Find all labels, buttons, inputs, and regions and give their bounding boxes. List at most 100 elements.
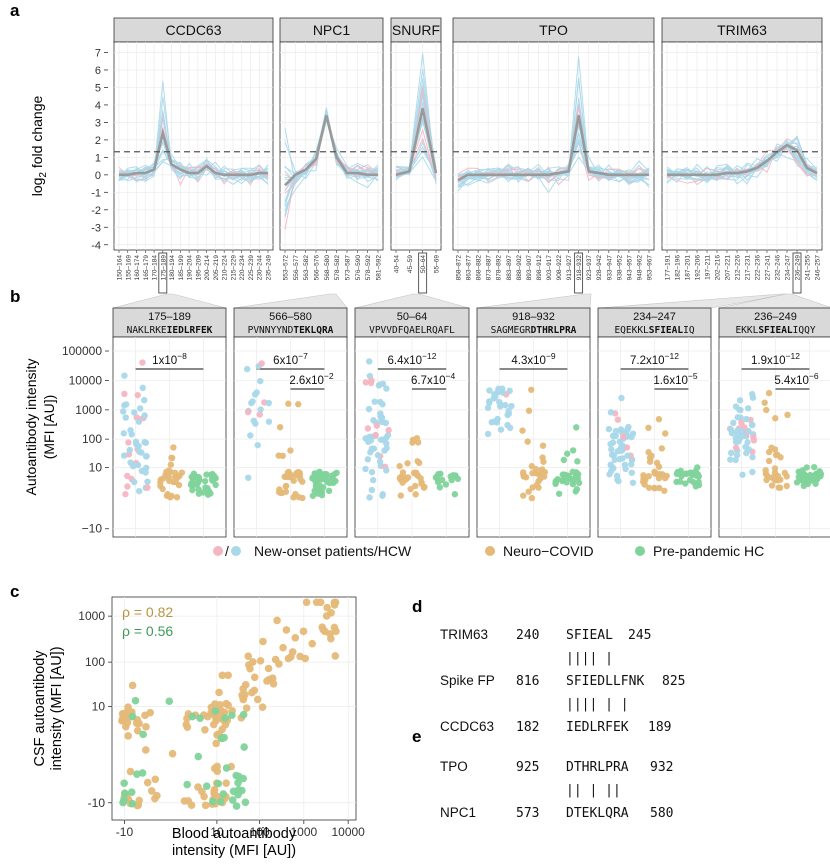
facet-sequence: PVNNYYNDTEKLQRA [248,325,334,336]
data-point [142,469,149,476]
data-point [216,797,225,806]
data-point [800,482,808,490]
data-point [120,796,128,804]
xtick-label: 155–169 [125,255,132,281]
data-point [326,479,333,487]
xtick-label: 858–872 [456,255,463,281]
xtick-label: 165–179 [143,255,150,281]
data-point [316,482,324,489]
data-point [309,492,317,499]
data-point [608,446,615,453]
facet-sequence: EQEKKLSFIEALIQ [614,325,694,336]
data-point [379,492,386,499]
data-point [122,490,129,498]
sequence: SFIEDLLFNK [566,674,644,689]
xtick-label: 863–877 [466,255,473,281]
data-point [144,484,151,491]
seq-bold: IEDLRFEK [167,325,213,336]
data-point [222,699,230,708]
data-point [765,389,773,397]
data-point [165,467,173,474]
data-point [265,418,273,425]
data-point [781,469,789,477]
data-point [784,411,791,419]
panel-a-ytick: 3 [95,117,101,129]
data-point [120,452,128,459]
p-mantissa: 1.9x10 [751,355,786,367]
data-point [750,434,757,441]
p-value: 5.4x10−6 [774,371,818,387]
facet-range: 236–249 [754,311,797,323]
xtick-label: 898–912 [536,255,543,281]
xtick-label: 953–967 [647,255,654,281]
data-point [607,461,614,468]
data-point [178,469,186,476]
data-point [765,457,773,465]
p-mantissa: 6x10 [273,355,298,367]
data-point [745,446,753,453]
data-point [732,456,739,464]
data-point [559,476,567,484]
data-point [331,652,340,660]
data-point [135,796,143,805]
data-point [727,456,734,463]
facet-sequence: SAGMEGRDTHRLPRA [491,325,577,336]
panel-b-ytick: 10 [89,460,103,474]
zoom-connector [354,293,470,309]
facet-sequence: VPVVDFQAELRQAFL [369,325,455,336]
data-point [124,703,132,712]
legend: / New-onset patients/HCW Neuro−COVID Pre-pa… [213,543,764,559]
data-point [168,492,175,500]
data-point [212,739,220,748]
facet-range: 50–64 [397,311,428,323]
data-point [734,427,741,434]
data-point [379,418,386,426]
data-point [239,710,248,719]
data-point [535,478,542,485]
data-point [552,479,559,486]
data-point [529,484,536,491]
panel-a-ytick: -4 [91,240,101,252]
data-point [297,476,304,483]
xtick-label: 10000 [331,825,365,839]
data-point [374,452,382,459]
data-point [569,477,577,485]
data-point [647,454,654,462]
zoom-connector [233,293,348,309]
facet-strip [452,17,655,43]
data-point [727,449,735,457]
data-point [528,494,536,502]
data-point [251,391,259,398]
data-point [765,448,773,456]
alignment-bars: |||| | [566,651,613,666]
xtick-label: 893–907 [526,255,533,281]
data-point [217,734,226,742]
data-point [271,655,280,664]
seq-plain: IQQY [793,325,816,336]
data-point [234,779,242,787]
seq-plain: PVNNYYND [248,325,294,336]
data-point [131,696,140,705]
facet-sequence: NAKLRKEIEDLRFEK [127,325,213,336]
p-exponent: −12 [422,351,437,361]
p-mantissa: 7.2x10 [630,355,665,367]
data-point [484,404,492,412]
data-point [126,767,135,776]
xtick-label: 868–882 [476,255,483,281]
data-point [497,426,505,433]
xtick-label: 230–244 [257,255,264,281]
data-point [328,472,335,480]
data-point [404,460,411,467]
data-point [618,447,625,454]
data-point [368,468,376,476]
data-point [783,482,790,490]
seq-plain: NAKLRKE [127,325,167,336]
data-point [143,778,152,787]
data-point [122,414,129,421]
data-point [768,482,776,489]
xtick-label: 10 [210,825,224,839]
p-exponent: −2 [324,371,334,381]
panel-a-facet-ccdc63: CCDC63 150–164 155–169 160–174 165–179 170–18… [113,17,274,294]
xtick-label: 573–587 [345,255,352,281]
p-mantissa: 5.4x10 [774,375,809,387]
